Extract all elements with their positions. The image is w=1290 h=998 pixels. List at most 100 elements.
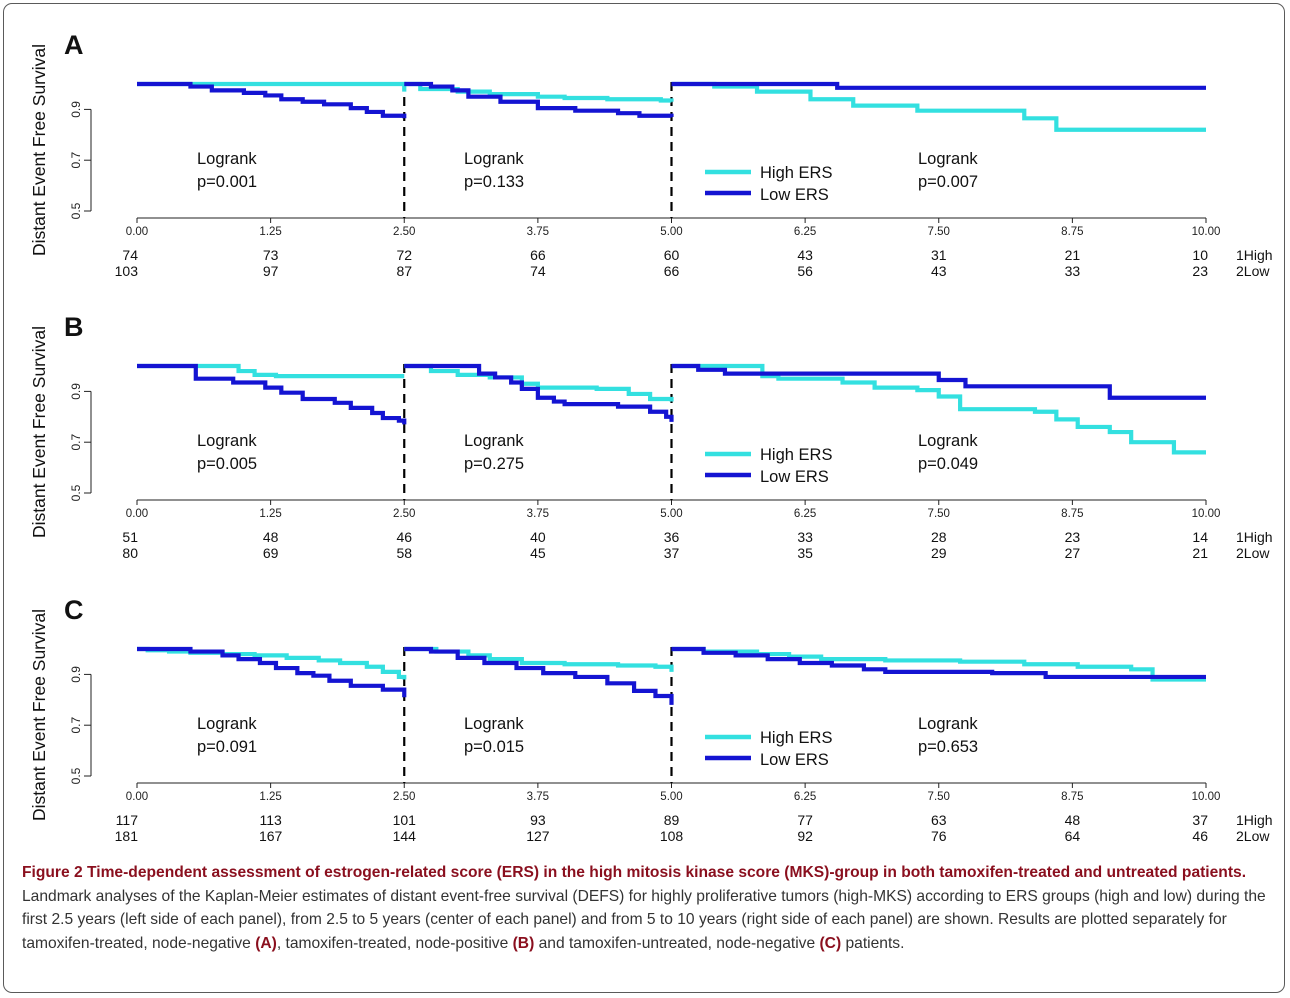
risk-row-label-low: 2Low (1236, 545, 1270, 561)
y-tick-label: 0.9 (69, 101, 83, 118)
x-tick-label: 7.50 (928, 791, 950, 803)
kaplan-meier-figure: A Distant Event Free Survival 0.5 0.7 0.9 0.0… (29, 30, 1273, 844)
y-tick-label: 0.9 (69, 383, 83, 400)
logrank-label: Logrank (197, 150, 257, 168)
logrank-p-value: p=0.653 (918, 738, 978, 756)
risk-count-low: 167 (259, 828, 283, 844)
risk-count-high: 21 (1065, 247, 1081, 263)
x-tick-label: 8.75 (1061, 791, 1083, 803)
risk-row-label-high: 1High (1236, 812, 1273, 828)
logrank-label: Logrank (464, 432, 524, 450)
survival-curve-high-segment-3 (671, 81, 1206, 132)
y-tick-label: 0.9 (69, 666, 83, 683)
risk-count-low: 97 (263, 263, 279, 279)
survival-curve-low-segment-3 (671, 646, 1206, 680)
risk-count-low: 69 (263, 545, 279, 561)
survival-curve-high-segment-1 (137, 646, 407, 680)
survival-curve-high-segment-2 (404, 363, 674, 402)
panel-a: A Distant Event Free Survival 0.5 0.7 0.9 0.0… (29, 30, 1273, 279)
y-axis-label: Distant Event Free Survival (29, 609, 49, 821)
logrank-label: Logrank (197, 432, 257, 450)
risk-count-low: 45 (530, 545, 546, 561)
caption-tag-a: (A) (255, 934, 277, 952)
logrank-label: Logrank (197, 715, 257, 733)
risk-count-low: 58 (396, 545, 412, 561)
logrank-p-value: p=0.005 (197, 455, 257, 473)
risk-count-low: 27 (1065, 545, 1081, 561)
risk-count-high: 48 (263, 529, 279, 545)
legend-label-low: Low ERS (760, 186, 829, 204)
panel-letter: C (64, 595, 84, 625)
survival-curve-low-segment-2 (404, 363, 674, 422)
survival-curve-low-segment-1 (137, 81, 407, 119)
caption-tag-c: (C) (819, 934, 842, 952)
y-tick-label: 0.5 (69, 202, 83, 219)
risk-count-high: 37 (1192, 812, 1208, 828)
caption-text-1: Landmark analyses of the Kaplan-Meier es… (22, 887, 1266, 952)
x-tick-label: 0.00 (126, 791, 148, 803)
logrank-label: Logrank (464, 150, 524, 168)
risk-count-high: 117 (116, 812, 139, 828)
panel-letter: A (64, 30, 84, 60)
risk-count-high: 10 (1192, 247, 1208, 263)
risk-count-high: 51 (122, 529, 138, 545)
risk-count-low: 80 (122, 545, 138, 561)
risk-row-label-low: 2Low (1236, 828, 1270, 844)
risk-count-high: 73 (263, 247, 279, 263)
panel-letter: B (64, 312, 84, 342)
risk-count-high: 28 (931, 529, 947, 545)
logrank-p-value: p=0.049 (918, 455, 978, 473)
risk-count-high: 40 (530, 529, 546, 545)
x-tick-label: 5.00 (660, 508, 682, 520)
risk-count-low: 56 (797, 263, 813, 279)
risk-count-high: 63 (931, 812, 947, 828)
x-tick-label: 8.75 (1061, 226, 1083, 238)
panel-b: B Distant Event Free Survival 0.5 0.7 0.9 0.0… (29, 312, 1273, 561)
x-tick-label: 8.75 (1061, 508, 1083, 520)
x-tick-label: 1.25 (259, 226, 281, 238)
risk-count-low: 35 (797, 545, 813, 561)
risk-count-low: 103 (115, 263, 139, 279)
caption-title: Figure 2 Time-dependent assessment of es… (22, 864, 1247, 881)
x-tick-label: 1.25 (259, 508, 281, 520)
risk-row-label-low: 2Low (1236, 263, 1270, 279)
risk-count-low: 64 (1065, 828, 1081, 844)
x-tick-label: 2.50 (393, 508, 415, 520)
logrank-p-value: p=0.133 (464, 173, 524, 191)
risk-row-label-high: 1High (1236, 247, 1273, 263)
risk-count-high: 93 (530, 812, 546, 828)
survival-curve-high-segment-3 (671, 646, 1206, 682)
x-tick-label: 7.50 (928, 226, 950, 238)
risk-count-low: 43 (931, 263, 947, 279)
caption-text-3: and tamoxifen-untreated, node-negative (534, 934, 820, 952)
risk-count-low: 144 (393, 828, 417, 844)
x-tick-label: 3.75 (527, 226, 549, 238)
legend-label-high: High ERS (760, 729, 832, 747)
x-tick-label: 5.00 (660, 226, 682, 238)
caption-text-4: patients. (841, 934, 905, 952)
y-tick-label: 0.5 (69, 484, 83, 501)
risk-count-low: 46 (1192, 828, 1208, 844)
logrank-p-value: p=0.001 (197, 173, 257, 191)
risk-count-high: 14 (1192, 529, 1208, 545)
legend-label-high: High ERS (760, 164, 832, 182)
risk-count-high: 46 (396, 529, 412, 545)
risk-count-low: 87 (396, 263, 412, 279)
risk-count-low: 21 (1192, 545, 1208, 561)
risk-count-high: 66 (530, 247, 546, 263)
risk-count-high: 89 (664, 812, 680, 828)
risk-count-high: 33 (797, 529, 813, 545)
risk-count-high: 101 (393, 812, 417, 828)
survival-curve-high-segment-2 (404, 81, 674, 103)
logrank-label: Logrank (464, 715, 524, 733)
risk-count-low: 23 (1192, 263, 1208, 279)
survival-curve-low-segment-2 (404, 81, 674, 118)
x-tick-label: 1.25 (259, 791, 281, 803)
legend-label-high: High ERS (760, 446, 832, 464)
logrank-p-value: p=0.007 (918, 173, 978, 191)
x-tick-label: 0.00 (126, 508, 148, 520)
survival-curve-high-segment-3 (671, 363, 1206, 455)
x-tick-label: 6.25 (794, 226, 816, 238)
risk-count-low: 29 (931, 545, 947, 561)
survival-curve-low-segment-2 (404, 646, 674, 705)
